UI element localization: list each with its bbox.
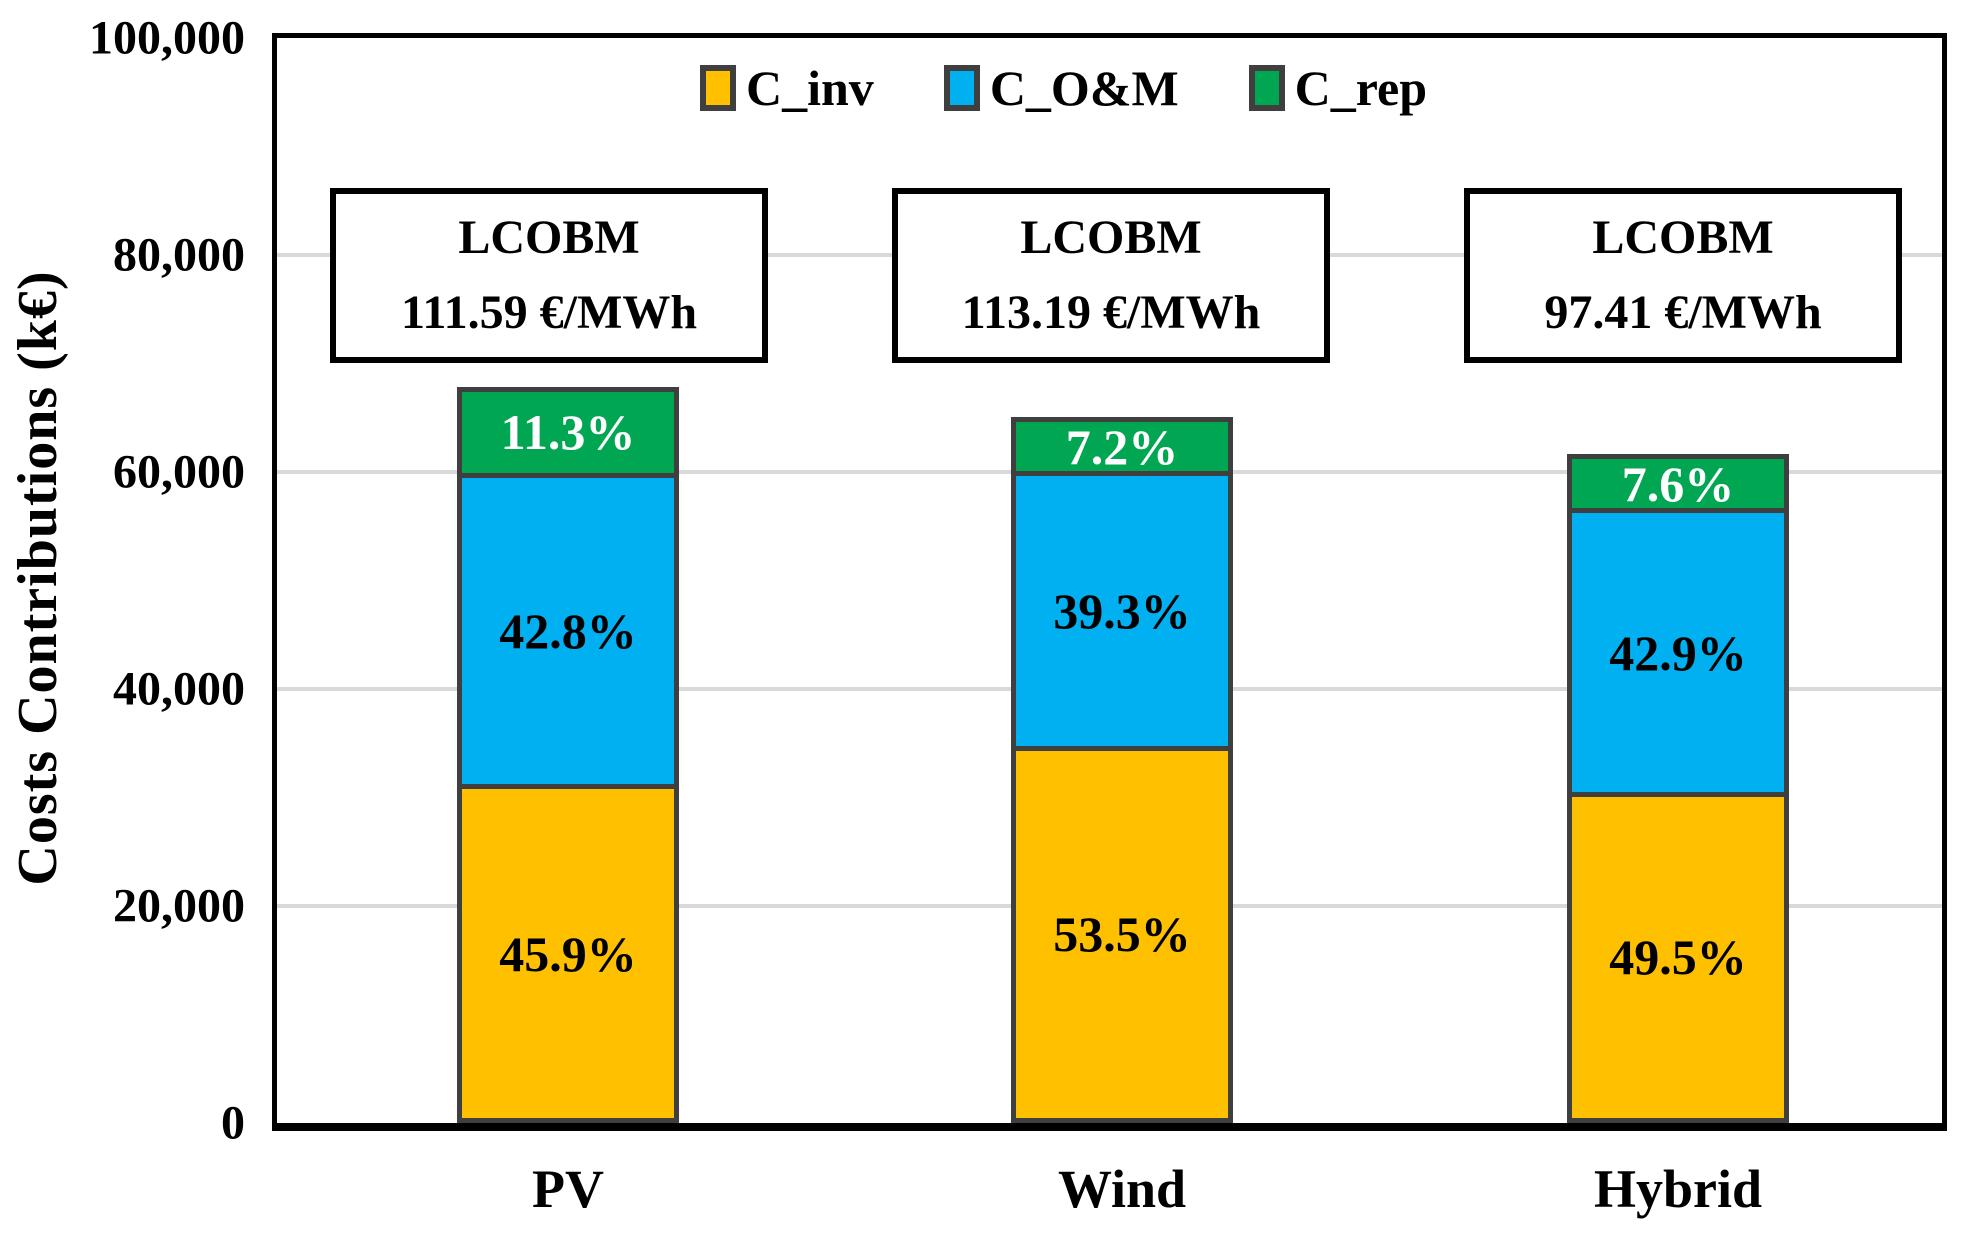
bar-wind: 7.2% 39.3% 53.5% (1011, 417, 1233, 1123)
y-tick-label: 100,000 (89, 11, 245, 65)
lcobm-box-hybrid: LCOBM 97.41 €/MWh (1464, 188, 1902, 363)
segment-c-om-pv: 42.8% (462, 472, 674, 785)
y-tick-label: 0 (221, 1096, 245, 1150)
percent-label-c-om-hybrid: 42.9% (1609, 624, 1747, 681)
segment-c-rep-pv: 11.3% (462, 392, 674, 473)
lcobm-title: LCOBM (458, 211, 640, 265)
segment-c-om-wind: 39.3% (1016, 471, 1228, 746)
segment-c-rep-hybrid: 7.6% (1572, 455, 1784, 512)
y-axis-title: Costs Contributions (k€) (7, 270, 69, 886)
percent-label-c-inv-wind: 53.5% (1053, 906, 1191, 963)
bar-pv: 11.3% 42.8% 45.9% (457, 387, 679, 1123)
segment-c-inv-wind: 53.5% (1016, 745, 1228, 1118)
category-label-pv: PV (532, 1159, 604, 1219)
percent-label-c-rep-pv: 11.3% (500, 404, 636, 461)
segment-c-om-hybrid: 42.9% (1572, 508, 1784, 792)
percent-label-c-rep-hybrid: 7.6% (1621, 455, 1735, 512)
legend: C_inv C_O&M C_rep (700, 58, 1427, 118)
y-tick-label: 80,000 (113, 228, 245, 282)
segment-c-rep-wind: 7.2% (1016, 418, 1228, 475)
percent-label-c-inv-pv: 45.9% (499, 925, 637, 982)
lcobm-title: LCOBM (1020, 211, 1202, 265)
lcobm-title: LCOBM (1592, 211, 1774, 265)
percent-label-c-om-pv: 42.8% (499, 603, 637, 660)
lcobm-value: 113.19 €/MWh (961, 285, 1261, 339)
lcobm-box-pv: LCOBM 111.59 €/MWh (330, 188, 768, 363)
category-label-hybrid: Hybrid (1593, 1159, 1763, 1219)
c-inv-color-swatch-icon (700, 65, 736, 111)
legend-item-c-rep: C_rep (1248, 59, 1428, 117)
c-om-color-swatch-icon (943, 65, 980, 111)
category-label-wind: Wind (1057, 1159, 1187, 1219)
legend-item-c-om: C_O&M (943, 59, 1179, 117)
segment-c-inv-pv: 45.9% (462, 784, 674, 1118)
legend-label-c-inv: C_inv (746, 60, 874, 116)
percent-label-c-rep-wind: 7.2% (1065, 418, 1179, 475)
legend-label-c-rep: C_rep (1294, 60, 1428, 116)
c-rep-color-swatch-icon (1248, 65, 1285, 111)
segment-c-inv-hybrid: 49.5% (1572, 791, 1784, 1118)
bar-hybrid: 7.6% 42.9% 49.5% (1567, 454, 1789, 1123)
lcobm-value: 111.59 €/MWh (400, 285, 698, 339)
y-tick-label: 20,000 (113, 879, 245, 933)
lcobm-value: 97.41 €/MWh (1544, 285, 1822, 339)
legend-label-c-om: C_O&M (989, 60, 1179, 116)
lcobm-box-wind: LCOBM 113.19 €/MWh (892, 188, 1330, 363)
percent-label-c-om-wind: 39.3% (1053, 583, 1191, 640)
legend-item-c-inv: C_inv (700, 59, 874, 117)
y-tick-label: 60,000 (113, 445, 245, 499)
percent-label-c-inv-hybrid: 49.5% (1609, 929, 1747, 986)
y-tick-label: 40,000 (113, 662, 245, 716)
